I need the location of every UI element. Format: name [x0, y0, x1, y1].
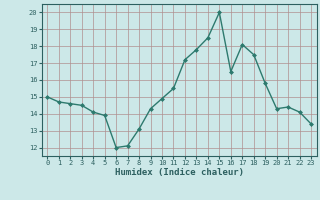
X-axis label: Humidex (Indice chaleur): Humidex (Indice chaleur): [115, 168, 244, 177]
